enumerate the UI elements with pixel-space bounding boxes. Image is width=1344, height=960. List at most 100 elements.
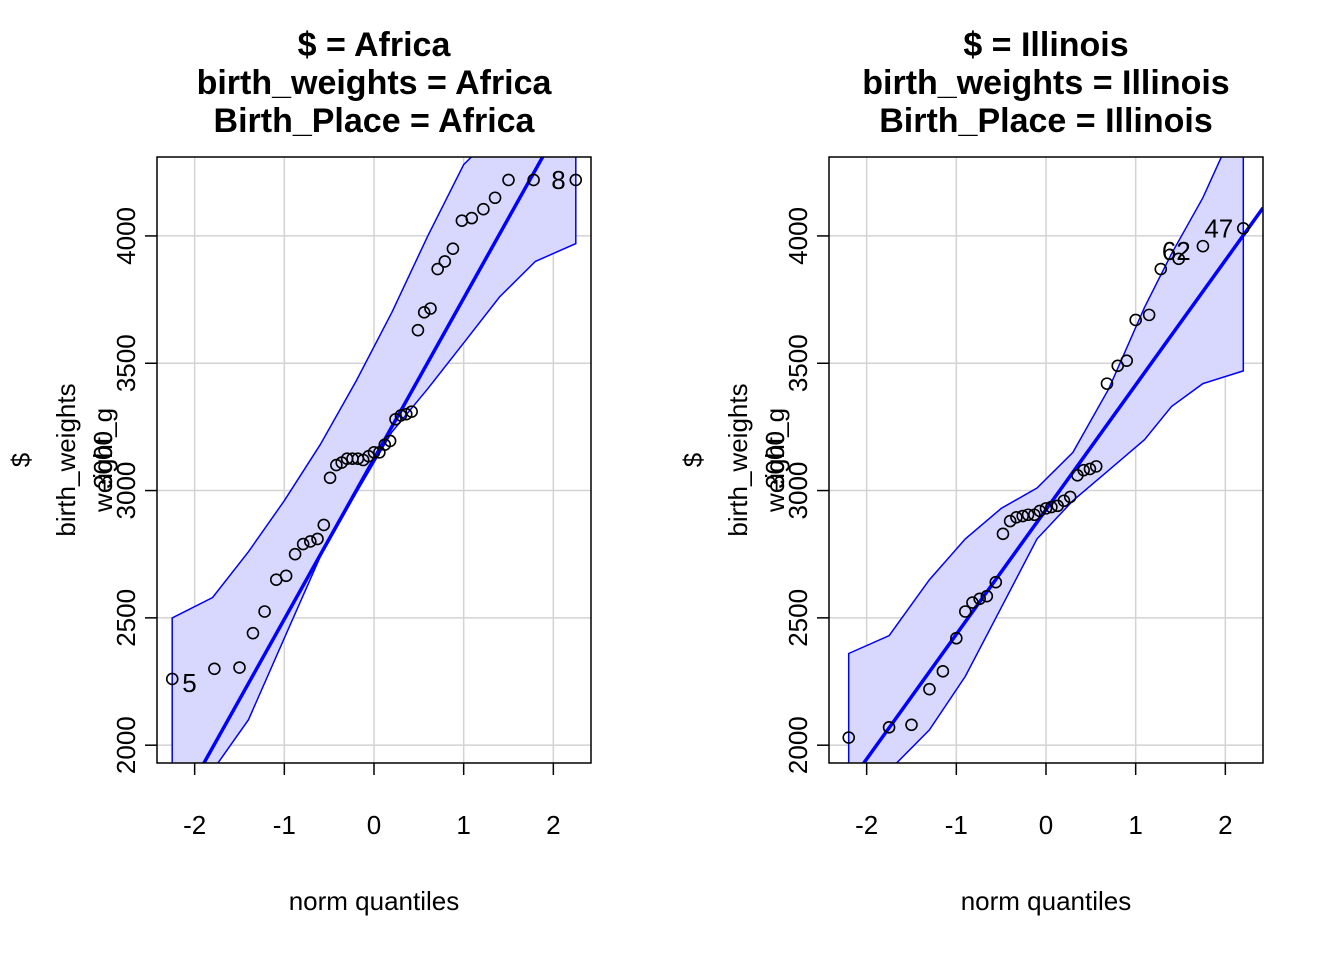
data-point	[304, 535, 317, 548]
chart-title-line: $ = Africa	[298, 26, 452, 64]
y-tick-label: 3000	[111, 462, 141, 520]
data-point	[882, 721, 896, 734]
data-points	[842, 221, 1250, 744]
data-point	[477, 202, 490, 216]
data-point	[165, 672, 179, 686]
data-point	[431, 262, 444, 276]
point-label: 47	[1204, 213, 1233, 243]
point-label: 62	[1162, 236, 1191, 266]
chart-title-line: Birth_Place = Africa	[214, 102, 536, 140]
data-point	[1003, 514, 1017, 528]
data-point	[905, 718, 918, 732]
plot-area	[165, 157, 583, 763]
data-point	[923, 682, 936, 696]
data-point	[233, 661, 246, 674]
data-point	[502, 173, 515, 187]
data-point	[958, 605, 972, 618]
point-label: 8	[551, 165, 565, 195]
data-point	[527, 173, 540, 187]
data-point	[446, 242, 460, 255]
chart-title-line: $ = Illinois	[963, 26, 1128, 64]
y-axis-label-line: $	[678, 452, 708, 467]
x-tick-label: 1	[1128, 810, 1142, 840]
x-axis: -2 -1 0 1 2	[855, 763, 1233, 840]
y-axis-label-line: weight_g	[760, 408, 790, 513]
x-tick-label: 1	[456, 810, 470, 840]
y-tick-label: 2500	[111, 589, 141, 647]
y-tick-label: 2000	[783, 716, 813, 774]
data-point	[1033, 504, 1047, 518]
y-tick-label: 4000	[783, 207, 813, 265]
data-point	[1077, 463, 1090, 477]
data-point	[1045, 500, 1058, 514]
chart-title-line: birth_weights = Africa	[197, 64, 553, 102]
data-point	[311, 532, 324, 546]
x-tick-label: 0	[367, 810, 381, 840]
y-tick-label: 4000	[111, 207, 141, 265]
data-point	[1083, 462, 1097, 476]
y-axis-label-line: weight_g	[88, 408, 118, 513]
data-point	[1039, 502, 1053, 515]
data-point	[950, 631, 963, 645]
data-point	[973, 592, 986, 606]
data-point	[1154, 262, 1168, 276]
data-point	[367, 446, 381, 459]
data-point	[438, 255, 452, 268]
data-point	[424, 302, 437, 315]
data-point	[405, 405, 418, 418]
data-point	[383, 434, 397, 448]
data-point	[980, 589, 994, 603]
data-point	[569, 173, 583, 187]
data-point	[1172, 252, 1186, 266]
x-tick-label: -2	[183, 810, 206, 840]
data-point	[1057, 494, 1071, 508]
plot-area	[842, 157, 1263, 763]
data-point	[488, 191, 502, 205]
data-point	[996, 527, 1010, 541]
data-point	[411, 323, 425, 337]
data-point	[1236, 221, 1250, 235]
data-point	[936, 665, 950, 678]
y-tick-label: 3500	[783, 334, 813, 392]
data-point	[296, 537, 310, 551]
chart-title-line: Birth_Place = Illinois	[879, 102, 1213, 140]
data-point	[1196, 239, 1210, 253]
y-axis: 2000 2500 3000 3500 4000	[783, 207, 829, 774]
confidence-envelope	[847, 157, 1245, 763]
data-point	[1010, 510, 1023, 524]
data-point	[1129, 313, 1142, 327]
data-point	[394, 409, 408, 422]
x-tick-label: -1	[945, 810, 968, 840]
y-axis-label-line: 3000	[760, 431, 790, 489]
data-point	[1100, 377, 1114, 390]
data-point	[417, 306, 431, 319]
data-point	[323, 471, 337, 485]
y-axis-label-line: 3000	[88, 431, 118, 489]
y-axis-label-line: birth_weights	[723, 383, 753, 536]
data-point	[989, 575, 1003, 589]
y-tick-label: 3500	[111, 334, 141, 392]
data-point	[966, 596, 979, 609]
data-point	[1120, 354, 1134, 367]
data-points	[165, 173, 583, 686]
y-tick-label: 3000	[783, 462, 813, 520]
data-point	[208, 662, 221, 676]
data-point	[317, 518, 331, 532]
data-point	[465, 211, 479, 225]
x-tick-label: -2	[855, 810, 878, 840]
data-point	[279, 569, 293, 583]
x-tick-label: 0	[1039, 810, 1053, 840]
data-point	[1063, 490, 1077, 504]
y-axis-label-line: $	[6, 452, 36, 467]
data-point	[1142, 308, 1156, 322]
data-point	[842, 731, 856, 744]
x-tick-label: -1	[273, 810, 296, 840]
data-point	[1089, 460, 1103, 473]
data-point	[288, 547, 302, 561]
point-label: 5	[182, 668, 196, 698]
y-axis: 2000 2500 3000 3500 4000	[111, 207, 157, 774]
